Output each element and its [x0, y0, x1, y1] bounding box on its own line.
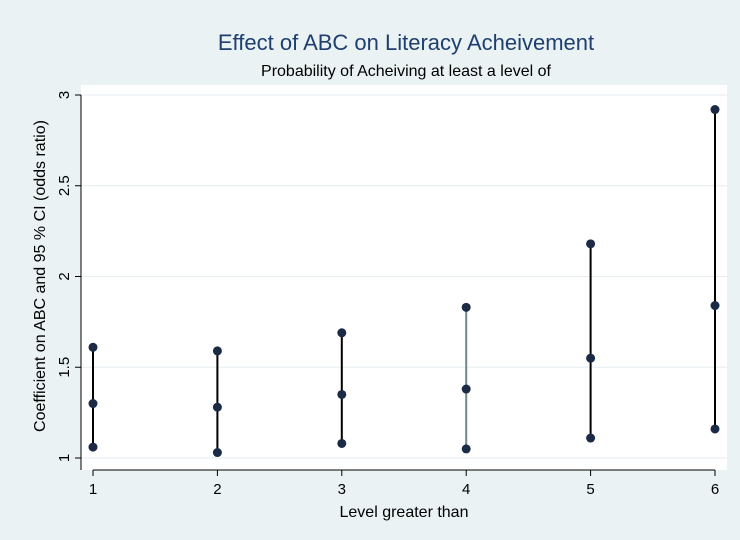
chart-subtitle: Probability of Acheiving at least a leve…: [261, 63, 552, 80]
ci-lower-point: [212, 448, 222, 458]
x-tick-label: 4: [462, 481, 470, 498]
ci-lower-point: [586, 433, 596, 443]
grid: [81, 94, 727, 459]
ci-upper-point: [461, 302, 471, 312]
estimate-point: [88, 399, 98, 409]
x-axis-label: Level greater than: [340, 504, 469, 521]
ci-upper-point: [88, 342, 98, 352]
ci-upper-point: [212, 346, 222, 356]
ci-upper-point: [337, 328, 347, 338]
y-tick-label: 2.5: [56, 175, 73, 196]
ci-lower-point: [337, 438, 347, 448]
chart-title: Effect of ABC on Literacy Acheivement: [218, 30, 594, 55]
ci-lower-point: [88, 442, 98, 452]
ci-upper-point: [586, 239, 596, 249]
x-tick-label: 3: [338, 481, 346, 498]
ci-upper-point: [710, 105, 720, 115]
y-tick-label: 2: [56, 272, 73, 280]
estimate-point: [586, 353, 596, 363]
y-axis-label: Coefficient on ABC and 95 % CI (odds rat…: [32, 120, 49, 432]
plot-area: [81, 85, 727, 470]
axes: 1 1.5 2 2.5 3 1 2 3 4 5 6: [56, 91, 719, 498]
x-tick-label: 1: [89, 481, 97, 498]
y-tick-label: 1.5: [56, 357, 73, 378]
series: [88, 105, 720, 458]
x-tick-label: 5: [586, 481, 594, 498]
y-tick-label: 3: [56, 91, 73, 99]
estimate-point: [710, 301, 720, 311]
ci-lower-point: [461, 444, 471, 454]
estimate-point: [461, 384, 471, 394]
x-tick-label: 6: [711, 481, 719, 498]
ci-lower-point: [710, 424, 720, 434]
estimate-point: [337, 389, 347, 399]
x-tick-label: 2: [213, 481, 221, 498]
y-tick-label: 1: [56, 454, 73, 462]
estimate-point: [212, 402, 222, 412]
